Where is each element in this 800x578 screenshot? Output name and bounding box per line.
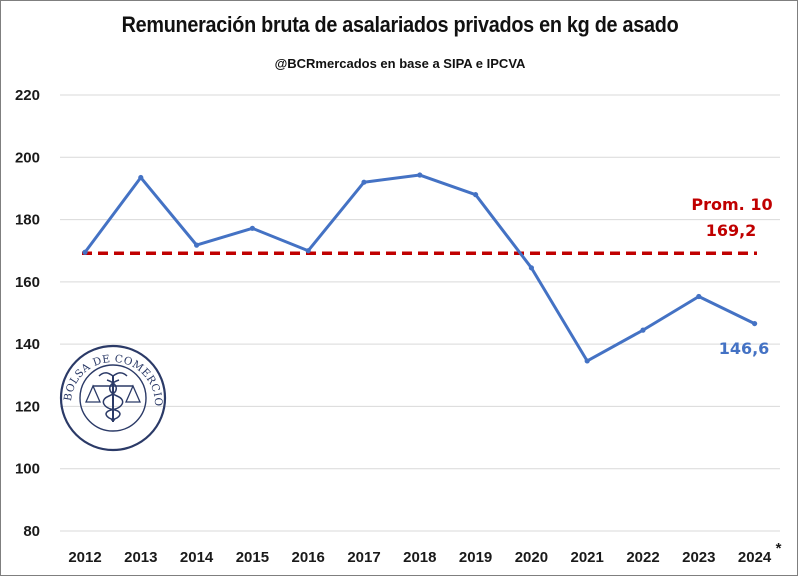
x-tick-label: 2024 bbox=[738, 549, 772, 566]
data-point bbox=[473, 192, 479, 198]
average-label-line2: 169,2 bbox=[706, 221, 757, 240]
chart-subtitle: @BCRmercados en base a SIPA e IPCVA bbox=[274, 56, 526, 71]
y-tick-label: 180 bbox=[15, 212, 40, 229]
gridlines bbox=[60, 94, 780, 532]
last-value-label: 146,6 bbox=[719, 339, 770, 358]
x-tick-label: 2018 bbox=[403, 549, 436, 566]
x-tick-label: 2013 bbox=[124, 549, 157, 566]
x-tick-label: 2023 bbox=[682, 549, 715, 566]
data-point bbox=[138, 174, 144, 181]
x-tick-asterisk: * bbox=[776, 540, 782, 557]
x-tick-label: 2016 bbox=[292, 549, 325, 566]
data-point bbox=[82, 249, 88, 255]
data-point bbox=[417, 172, 423, 178]
data-point bbox=[752, 320, 758, 327]
y-tick-label: 160 bbox=[15, 274, 40, 291]
y-tick-label: 140 bbox=[15, 336, 40, 353]
x-tick-label: 2012 bbox=[68, 549, 101, 566]
x-tick-label: 2017 bbox=[347, 549, 380, 566]
data-point bbox=[584, 358, 590, 364]
x-tick-label: 2021 bbox=[571, 549, 604, 566]
bolsa-comercio-seal-logo: BOLSA DE COMERCIO DE ROSARIO bbox=[59, 344, 167, 452]
y-tick-label: 200 bbox=[15, 149, 40, 166]
data-point bbox=[249, 225, 255, 231]
x-tick-label: 2022 bbox=[626, 549, 659, 566]
x-axis-ticks: 2012 2013 2014 2015 2016 2017 2018 2019 2020 2021… bbox=[68, 540, 781, 566]
x-tick-label: 2019 bbox=[459, 549, 492, 566]
y-tick-label: 120 bbox=[15, 398, 40, 415]
data-point bbox=[361, 179, 367, 185]
data-point bbox=[640, 327, 646, 333]
y-axis-ticks: 80 100 120 140 160 180 200 220 bbox=[15, 87, 40, 540]
x-tick-label: 2014 bbox=[180, 549, 214, 566]
y-tick-label: 220 bbox=[15, 87, 40, 104]
series-points bbox=[82, 172, 758, 364]
data-point bbox=[696, 293, 702, 300]
chart-title: Remuneración bruta de asalariados privad… bbox=[121, 12, 679, 37]
x-tick-label: 2020 bbox=[515, 549, 548, 566]
series-line bbox=[83, 173, 756, 363]
data-point bbox=[194, 242, 200, 248]
y-tick-label: 80 bbox=[23, 523, 40, 540]
y-tick-label: 100 bbox=[15, 461, 40, 478]
average-label-line1: Prom. 10 bbox=[691, 195, 772, 214]
x-tick-label: 2015 bbox=[236, 549, 269, 566]
data-point bbox=[528, 265, 535, 271]
data-point bbox=[305, 248, 311, 254]
